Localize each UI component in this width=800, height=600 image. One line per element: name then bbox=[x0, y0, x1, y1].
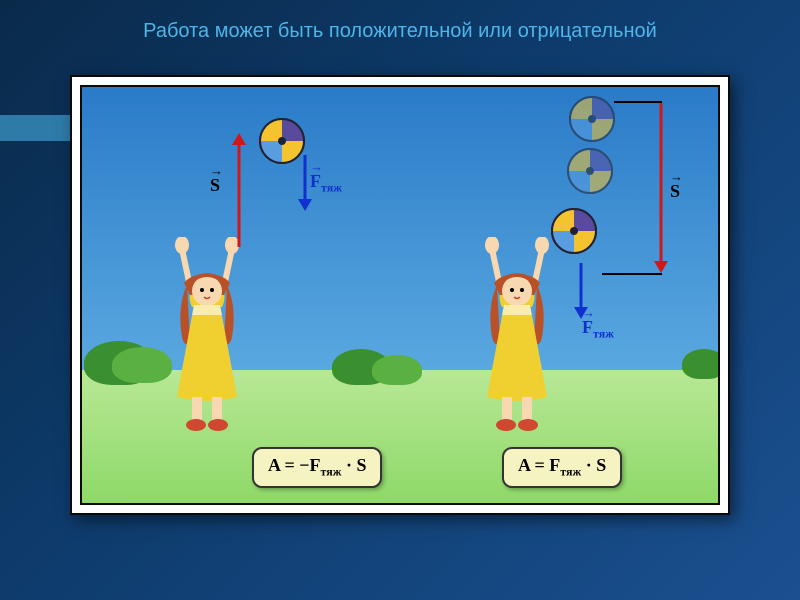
ball-right-1 bbox=[568, 95, 616, 143]
f-label-right: Fтяж bbox=[582, 317, 614, 342]
formula-left: A = −Fтяж · S bbox=[252, 447, 382, 488]
f-label-left: Fтяж bbox=[310, 171, 342, 196]
s-arrow-left bbox=[232, 133, 246, 247]
ball-right-2 bbox=[566, 147, 614, 195]
diagram-scene: S Fтяж S Fтяж A = −Fтяж · S A = Fтяж · S bbox=[80, 85, 720, 505]
s-arrow-right bbox=[654, 103, 668, 273]
ball-right-3 bbox=[550, 207, 598, 255]
page-title: Работа может быть положительной или отри… bbox=[0, 0, 800, 53]
girl-left bbox=[152, 237, 262, 437]
diagram-frame: S Fтяж S Fтяж A = −Fтяж · S A = Fтяж · S bbox=[70, 75, 730, 515]
formula-right: A = Fтяж · S bbox=[502, 447, 622, 488]
girl-right bbox=[462, 237, 572, 437]
s-label-left: S bbox=[210, 175, 220, 196]
tick-bottom bbox=[602, 273, 662, 275]
s-label-right: S bbox=[670, 181, 680, 202]
accent-bar bbox=[0, 115, 70, 141]
